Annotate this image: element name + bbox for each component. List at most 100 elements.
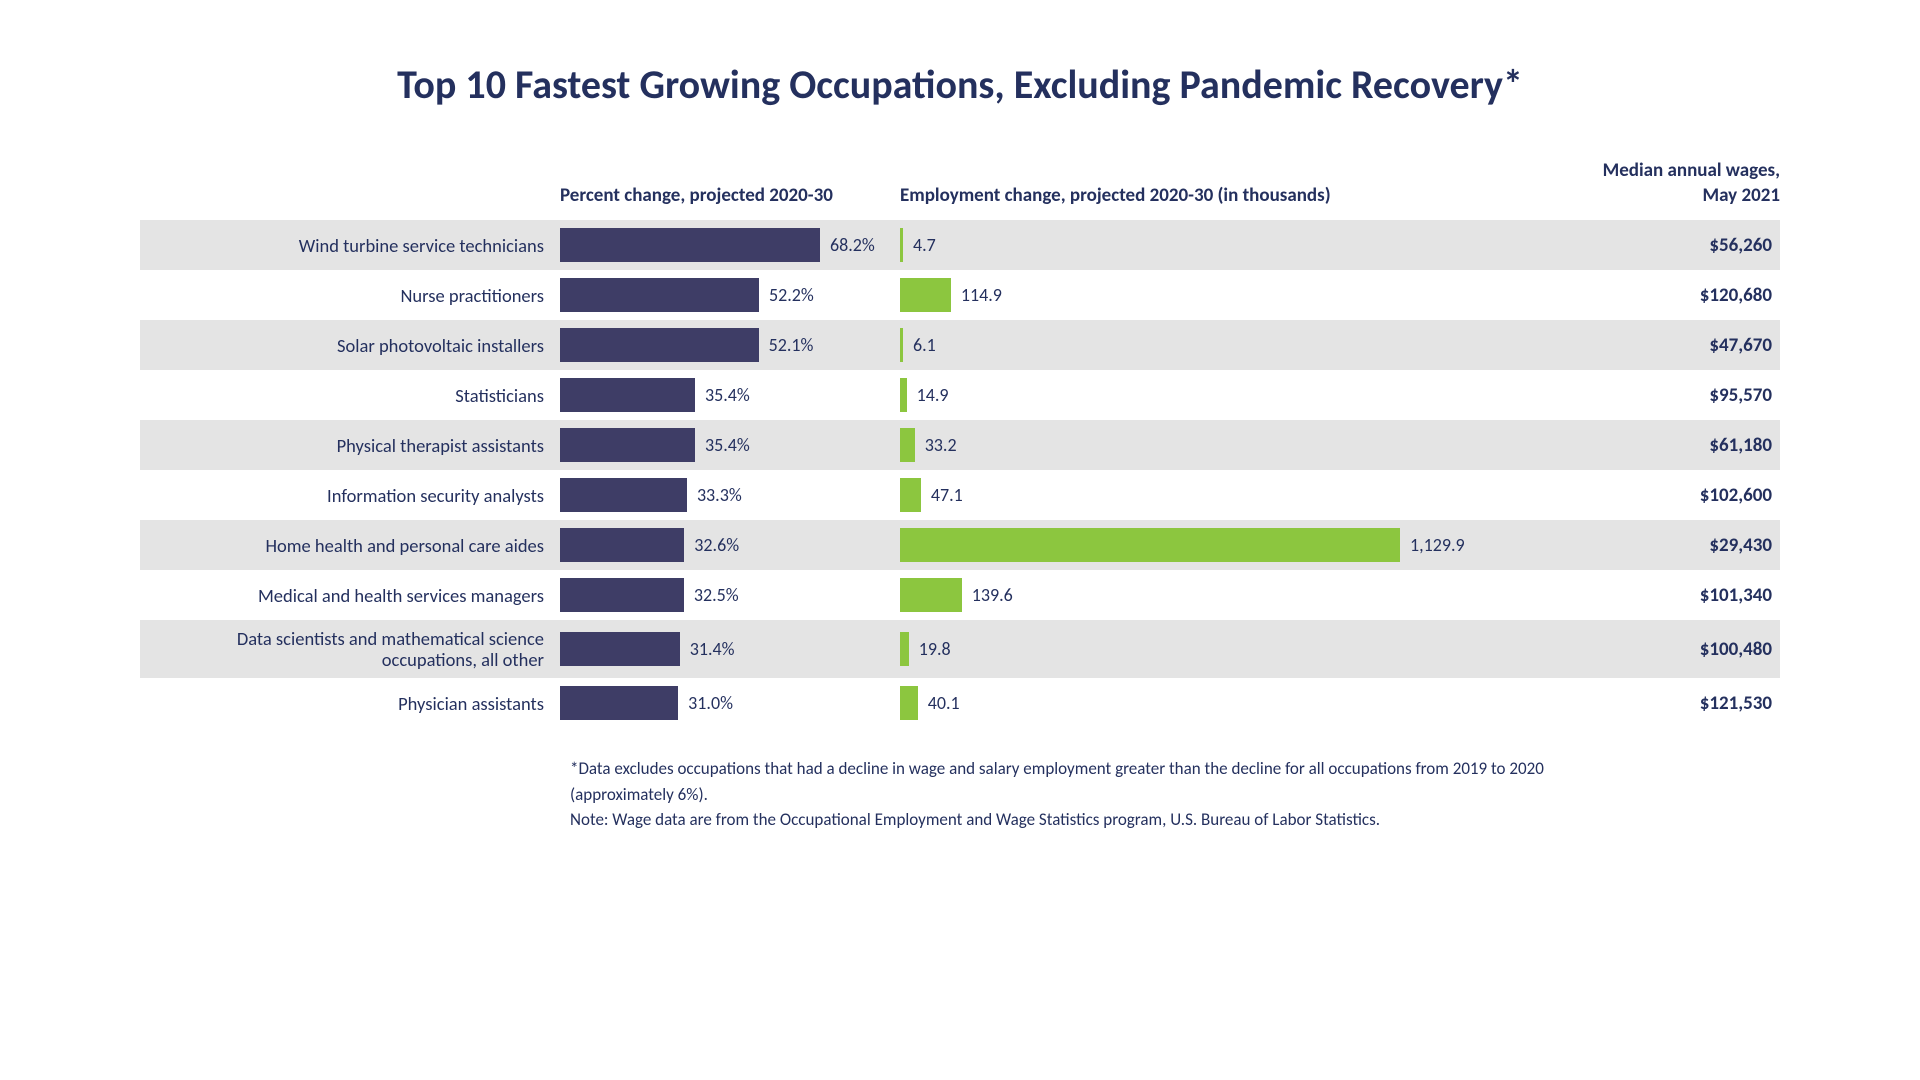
percent-bar [560,528,684,562]
employment-value: 19.8 [919,638,951,660]
employment-value: 40.1 [928,692,960,714]
header-percent: Percent change, projected 2020-30 [560,184,900,209]
header-employment: Employment change, projected 2020-30 (in… [900,184,1580,209]
employment-column: 33.2 [900,428,1580,462]
data-row: Medical and health services managers 32.5… [140,570,1780,620]
data-row: Solar photovoltaic installers 52.1% 6.1 $47… [140,320,1780,370]
employment-value: 114.9 [961,284,1002,306]
percent-column: 33.3% [560,478,900,512]
employment-bar [900,228,903,262]
data-row: Statisticians 35.4% 14.9 $95,570 [140,370,1780,420]
percent-bar [560,328,759,362]
occupation-label: Home health and personal care aides [140,535,560,556]
employment-bar [900,328,903,362]
percent-bar [560,278,759,312]
wage-value: $101,340 [1580,584,1780,607]
employment-value: 14.9 [917,384,949,406]
employment-value: 139.6 [972,584,1013,606]
employment-value: 1,129.9 [1410,534,1465,556]
employment-bar [900,632,909,666]
employment-bar [900,278,951,312]
percent-bar [560,578,684,612]
percent-column: 31.4% [560,632,900,666]
employment-bar [900,378,907,412]
employment-value: 33.2 [925,434,957,456]
employment-bar [900,578,962,612]
percent-value: 35.4% [705,434,750,456]
occupation-label: Nurse practitioners [140,285,560,306]
chart-title: Top 10 Fastest Growing Occupations, Excl… [140,60,1780,109]
employment-column: 14.9 [900,378,1580,412]
data-row: Home health and personal care aides 32.6%… [140,520,1780,570]
employment-value: 6.1 [913,334,936,356]
data-row: Physician assistants 31.0% 40.1 $121,530 [140,678,1780,728]
percent-bar [560,686,678,720]
footnote-line2: Note: Wage data are from the Occupationa… [570,807,1550,833]
percent-column: 68.2% [560,228,900,262]
employment-bar [900,686,918,720]
footnote-line1: *Data excludes occupations that had a de… [570,756,1550,807]
data-row: Nurse practitioners 52.2% 114.9 $120,680 [140,270,1780,320]
employment-column: 40.1 [900,686,1580,720]
occupation-label: Data scientists and mathematical science… [140,628,560,671]
data-row: Data scientists and mathematical science… [140,620,1780,678]
wage-value: $29,430 [1580,534,1780,557]
wage-value: $100,480 [1580,638,1780,661]
occupation-label: Physician assistants [140,693,560,714]
percent-column: 31.0% [560,686,900,720]
occupation-label: Wind turbine service technicians [140,235,560,256]
percent-column: 32.5% [560,578,900,612]
header-wage: Median annual wages, May 2021 [1580,159,1780,208]
percent-value: 31.4% [690,638,735,660]
percent-bar [560,228,820,262]
percent-value: 35.4% [705,384,750,406]
wage-value: $56,260 [1580,234,1780,257]
employment-column: 19.8 [900,632,1580,666]
occupation-label: Information security analysts [140,485,560,506]
employment-column: 4.7 [900,228,1580,262]
percent-value: 32.5% [694,584,739,606]
occupation-label: Medical and health services managers [140,585,560,606]
employment-column: 1,129.9 [900,528,1580,562]
employment-value: 4.7 [913,234,936,256]
percent-value: 33.3% [697,484,742,506]
percent-column: 35.4% [560,378,900,412]
employment-bar [900,478,921,512]
footnote: *Data excludes occupations that had a de… [570,756,1550,833]
wage-value: $47,670 [1580,334,1780,357]
wage-value: $121,530 [1580,692,1780,715]
percent-bar [560,428,695,462]
percent-value: 52.2% [769,284,814,306]
percent-value: 31.0% [688,692,733,714]
wage-value: $120,680 [1580,284,1780,307]
chart-container: Percent change, projected 2020-30 Employ… [140,159,1780,728]
employment-column: 47.1 [900,478,1580,512]
employment-bar [900,428,915,462]
employment-column: 139.6 [900,578,1580,612]
data-row: Information security analysts 33.3% 47.1 $1… [140,470,1780,520]
percent-column: 52.2% [560,278,900,312]
occupation-label: Physical therapist assistants [140,435,560,456]
occupation-label: Statisticians [140,385,560,406]
employment-bar [900,528,1400,562]
rows-container: Wind turbine service technicians 68.2% 4.7… [140,220,1780,728]
percent-column: 52.1% [560,328,900,362]
percent-bar [560,632,680,666]
percent-value: 68.2% [830,234,875,256]
percent-value: 32.6% [694,534,739,556]
percent-column: 32.6% [560,528,900,562]
header-row: Percent change, projected 2020-30 Employ… [140,159,1780,208]
data-row: Wind turbine service technicians 68.2% 4.7… [140,220,1780,270]
wage-value: $95,570 [1580,384,1780,407]
wage-value: $102,600 [1580,484,1780,507]
employment-column: 114.9 [900,278,1580,312]
employment-value: 47.1 [931,484,963,506]
data-row: Physical therapist assistants 35.4% 33.2 $6… [140,420,1780,470]
percent-column: 35.4% [560,428,900,462]
employment-column: 6.1 [900,328,1580,362]
occupation-label: Solar photovoltaic installers [140,335,560,356]
percent-value: 52.1% [769,334,814,356]
percent-bar [560,378,695,412]
wage-value: $61,180 [1580,434,1780,457]
percent-bar [560,478,687,512]
